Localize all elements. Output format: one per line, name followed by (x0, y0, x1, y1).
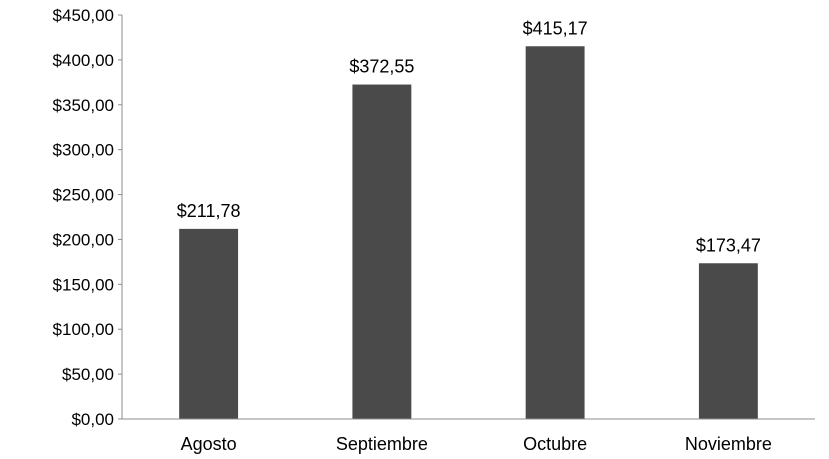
x-category-label: Septiembre (336, 434, 428, 454)
y-tick-label: $100,00 (53, 320, 114, 339)
y-tick-label: $150,00 (53, 275, 114, 294)
x-category-label: Octubre (523, 434, 587, 454)
bar-value-label: $372,55 (349, 57, 414, 77)
y-tick-label: $0,00 (71, 410, 114, 429)
y-tick-label: $450,00 (53, 6, 114, 25)
y-tick-label: $300,00 (53, 141, 114, 160)
y-tick-label: $400,00 (53, 51, 114, 70)
axes (121, 15, 815, 420)
bar-octubre (525, 46, 585, 420)
data-labels: $211,78 $372,55 $415,17 $173,47 (177, 18, 761, 255)
bar-value-label: $211,78 (177, 201, 241, 221)
x-axis-labels: Agosto Septiembre Octubre Noviembre (181, 434, 772, 454)
x-category-label: Agosto (181, 434, 237, 454)
y-tick-label: $50,00 (62, 365, 114, 384)
y-tick-label: $250,00 (53, 186, 114, 205)
y-tick-label: $200,00 (53, 230, 114, 249)
y-axis-ticks: $0,00 $50,00 $100,00 $150,00 $200,00 $250,00 $… (53, 6, 122, 429)
bar-septiembre (352, 84, 412, 419)
bars (179, 46, 758, 420)
bar-value-label: $173,47 (696, 235, 761, 255)
bar-value-label: $415,17 (523, 18, 588, 38)
x-category-label: Noviembre (685, 434, 772, 454)
y-tick-label: $350,00 (53, 96, 114, 115)
bar-agosto (179, 228, 239, 419)
bar-noviembre (698, 263, 758, 419)
